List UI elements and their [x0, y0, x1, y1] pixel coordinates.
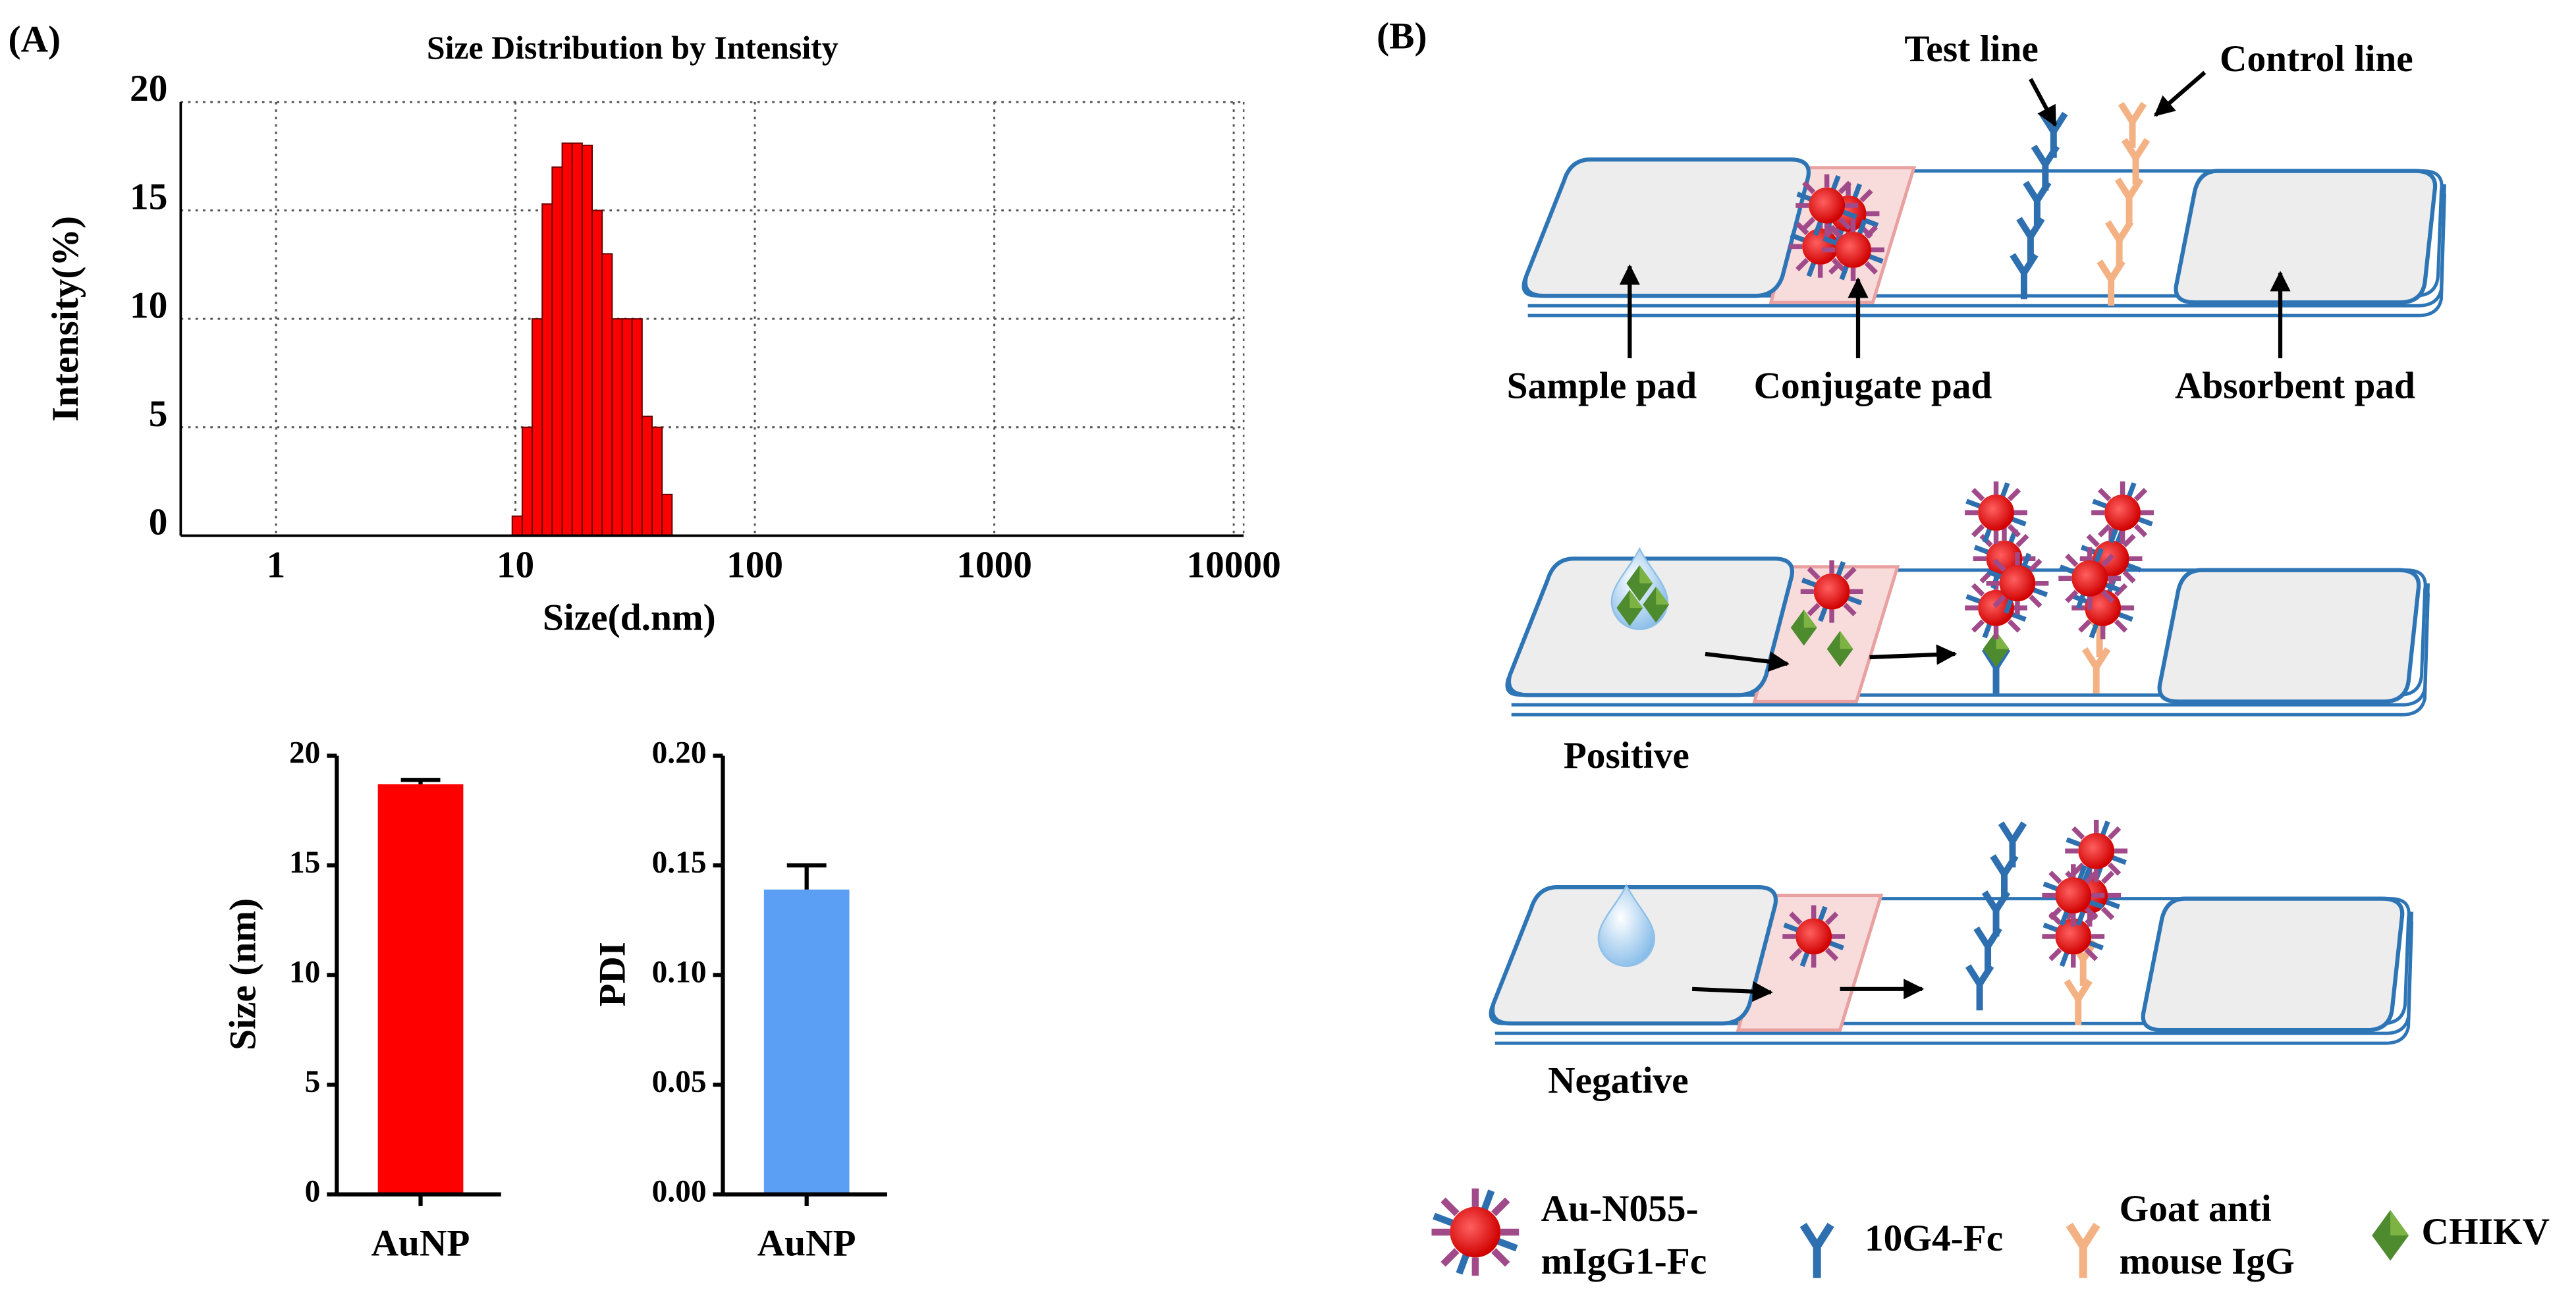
- histogram-bar: [611, 318, 623, 537]
- panel-label: (B): [1377, 15, 1427, 57]
- x-tick-label: 100: [726, 544, 783, 585]
- error-bar: [400, 778, 441, 784]
- callout: Control line: [2220, 38, 2413, 80]
- panel-label: (A): [8, 18, 61, 60]
- chart-title: Size Distribution by Intensity: [427, 30, 838, 66]
- y-tick-label: 20: [130, 68, 167, 109]
- legend-label: mouse IgG: [2120, 1241, 2295, 1282]
- histogram-bar: [541, 203, 553, 537]
- legend-label: CHIKV: [2422, 1211, 2550, 1253]
- histogram-bar: [601, 253, 613, 537]
- histogram-bar: [661, 493, 673, 537]
- histogram-bar: [521, 426, 534, 537]
- histogram-bar: [561, 142, 573, 537]
- histogram-bar: [651, 426, 663, 537]
- y-tick-label: 15: [130, 176, 167, 218]
- histogram-bar: [551, 166, 563, 537]
- y-axis-label: PDI: [592, 942, 634, 1007]
- x-tick-label: 1: [267, 544, 286, 585]
- result-label: Positive: [1564, 735, 1689, 776]
- x-tick-label: AuNP: [757, 1223, 856, 1264]
- y-tick-label: 0.05: [652, 1065, 707, 1099]
- callout: Test line: [1904, 28, 2038, 70]
- histogram-bar: [571, 142, 583, 537]
- x-tick-label: 1000: [956, 544, 1032, 585]
- result-label: Negative: [1548, 1060, 1688, 1102]
- histogram-bar: [532, 318, 543, 537]
- y-axis-label: Size (nm): [222, 898, 263, 1050]
- y-tick-label: 20: [289, 736, 320, 771]
- bar: [377, 784, 464, 1195]
- x-axis-label: Size(d.nm): [543, 597, 716, 638]
- error-bar: [786, 863, 827, 890]
- histogram-bar: [591, 209, 603, 537]
- histogram-bar: [641, 416, 653, 537]
- y-tick-label: 0: [149, 502, 168, 543]
- y-axis-label: Intensity(%): [45, 216, 86, 421]
- pad-label: Sample pad: [1507, 365, 1697, 407]
- x-tick-label: 10: [497, 544, 534, 585]
- y-tick-label: 5: [305, 1065, 321, 1099]
- x-tick-label: AuNP: [371, 1223, 470, 1264]
- bar: [763, 889, 850, 1195]
- legend-label: mIgG1-Fc: [1541, 1241, 1707, 1282]
- y-tick-label: 5: [149, 393, 168, 435]
- histogram-bar: [511, 515, 523, 537]
- histogram-bar: [581, 144, 593, 537]
- y-tick-label: 10: [289, 955, 320, 989]
- histogram-bar: [631, 318, 643, 537]
- pad-label: Absorbent pad: [2175, 365, 2415, 407]
- y-tick-label: 0.10: [652, 955, 707, 989]
- x-tick-label: 10000: [1186, 544, 1280, 585]
- legend-label: Au-N055-: [1541, 1188, 1699, 1230]
- y-tick-label: 0.15: [652, 846, 707, 880]
- y-tick-label: 0.20: [652, 736, 707, 771]
- y-tick-label: 15: [289, 846, 320, 880]
- lfa-diagram: Test line Control line Sample pad Conjug…: [1431, 28, 2550, 1282]
- y-tick-label: 0: [305, 1174, 321, 1208]
- pad-label: Conjugate pad: [1754, 365, 1992, 407]
- histogram-bar: [621, 318, 633, 537]
- legend-label: 10G4-Fc: [1865, 1218, 2003, 1259]
- legend-label: Goat anti: [2120, 1188, 2272, 1230]
- y-tick-label: 10: [130, 284, 167, 326]
- y-tick-label: 0.00: [652, 1174, 707, 1208]
